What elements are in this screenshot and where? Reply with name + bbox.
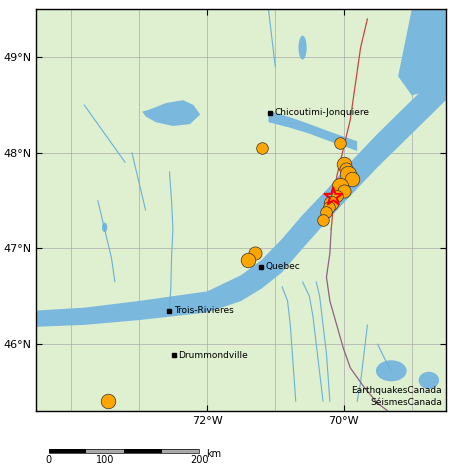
Text: SéismesCanada: SéismesCanada	[370, 398, 442, 407]
Ellipse shape	[419, 372, 439, 389]
Point	[328, 199, 335, 206]
Bar	[86, 449, 124, 453]
Ellipse shape	[102, 223, 107, 232]
Point	[348, 175, 355, 182]
Text: km: km	[207, 449, 222, 459]
Text: Quebec: Quebec	[265, 262, 300, 271]
Polygon shape	[398, 9, 446, 95]
Point	[333, 192, 340, 199]
Bar	[49, 449, 86, 453]
Bar	[162, 449, 199, 453]
Polygon shape	[268, 111, 357, 151]
Point	[344, 170, 352, 177]
Point	[244, 256, 252, 263]
Point	[337, 183, 344, 190]
Ellipse shape	[298, 35, 307, 59]
Text: EarthquakesCanada: EarthquakesCanada	[351, 386, 442, 395]
Bar	[49, 449, 199, 453]
Text: Trois-Rivieres: Trois-Rivieres	[174, 306, 233, 315]
Text: Drummondville: Drummondville	[178, 351, 248, 360]
Text: Chicoutimi-Jonquiere: Chicoutimi-Jonquiere	[275, 108, 369, 117]
Point	[319, 216, 327, 223]
Text: 100: 100	[96, 455, 114, 465]
Point	[251, 249, 258, 257]
Bar	[124, 449, 162, 453]
Polygon shape	[36, 67, 446, 327]
Point	[258, 144, 265, 152]
Point	[340, 161, 347, 168]
Point	[323, 208, 330, 216]
Point	[340, 187, 347, 195]
Text: 0: 0	[46, 455, 52, 465]
Point	[325, 204, 332, 211]
Point	[104, 398, 111, 405]
Point	[337, 140, 344, 147]
Polygon shape	[142, 100, 200, 126]
Point	[329, 193, 337, 200]
Ellipse shape	[376, 360, 407, 382]
Point	[342, 165, 349, 173]
Text: 200: 200	[190, 455, 208, 465]
